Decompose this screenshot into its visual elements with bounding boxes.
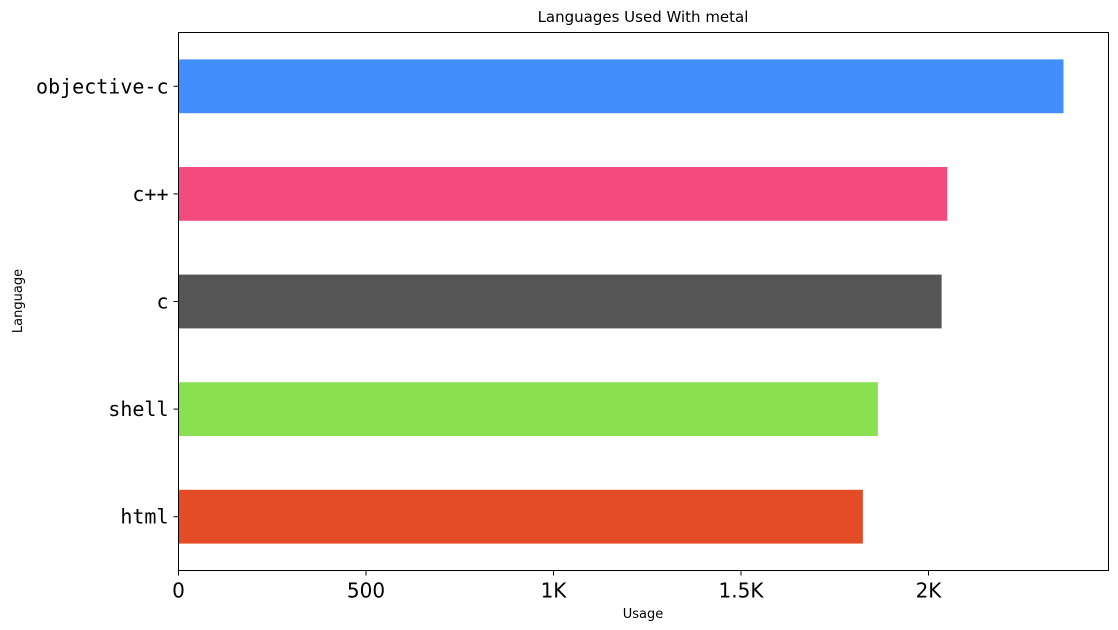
bar-html <box>178 489 863 544</box>
bar-shell <box>178 382 878 436</box>
x-tick-label: 2K <box>916 579 943 603</box>
bar-c++ <box>178 167 948 221</box>
bar-c <box>178 274 942 329</box>
plot-frame <box>178 32 1109 571</box>
y-axis-ticks: objective-c c++ c shell html <box>36 74 179 529</box>
bar-objective-c <box>178 59 1064 114</box>
x-tick-label: 500 <box>347 579 385 603</box>
y-tick-label: objective-c <box>36 74 168 98</box>
x-tick-label: 0 <box>172 579 185 603</box>
x-axis-ticks: 0 500 1K 1.5K 2K <box>172 570 943 603</box>
y-axis-label: Language <box>11 269 26 333</box>
bars-group <box>178 59 1064 544</box>
x-tick-label: 1K <box>541 579 568 603</box>
x-tick-label: 1.5K <box>719 579 765 603</box>
y-tick-label: c <box>156 290 168 314</box>
y-tick-label: shell <box>108 397 168 421</box>
y-tick-label: html <box>120 505 168 529</box>
x-axis-label: Usage <box>623 607 664 622</box>
y-tick-label: c++ <box>132 182 168 206</box>
chart-title: Languages Used With metal <box>538 8 749 26</box>
